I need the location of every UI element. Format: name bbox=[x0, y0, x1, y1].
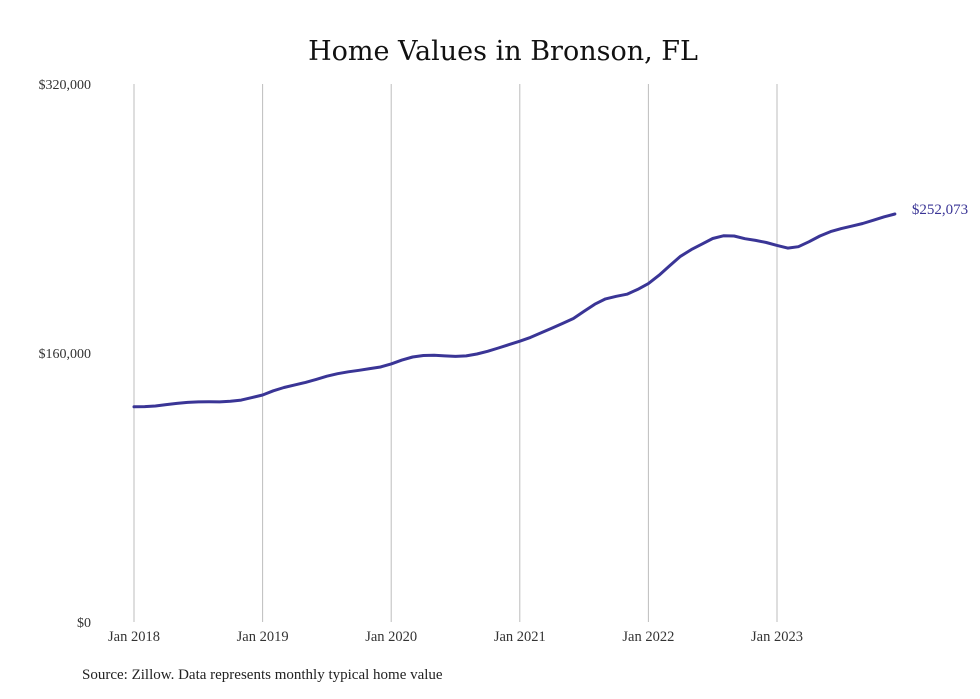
vertical-gridlines bbox=[133, 84, 778, 622]
x-tick-label-3: Jan 2021 bbox=[494, 629, 546, 645]
x-tick-label-4: Jan 2022 bbox=[622, 629, 674, 645]
y-tick-label-2: $320,000 bbox=[39, 78, 92, 93]
x-axis-tick-labels: Jan 2018 Jan 2019 Jan 2020 Jan 2021 Jan 2022… bbox=[108, 629, 803, 645]
chart-title: Home Values in Bronson, FL bbox=[308, 36, 698, 67]
home-value-series-line bbox=[132, 212, 897, 409]
x-tick-label-1: Jan 2019 bbox=[237, 629, 289, 645]
x-tick-label-0: Jan 2018 bbox=[108, 629, 160, 645]
x-tick-label-5: Jan 2023 bbox=[751, 629, 803, 645]
y-axis-tick-labels: $0 $160,000 $320,000 bbox=[39, 78, 92, 631]
latest-value-label: $252,073 bbox=[912, 202, 968, 218]
source-note: Source: Zillow. Data represents monthly … bbox=[82, 667, 443, 683]
y-tick-label-0: $0 bbox=[77, 616, 91, 631]
y-tick-label-1: $160,000 bbox=[39, 347, 92, 362]
x-tick-label-2: Jan 2020 bbox=[365, 629, 417, 645]
